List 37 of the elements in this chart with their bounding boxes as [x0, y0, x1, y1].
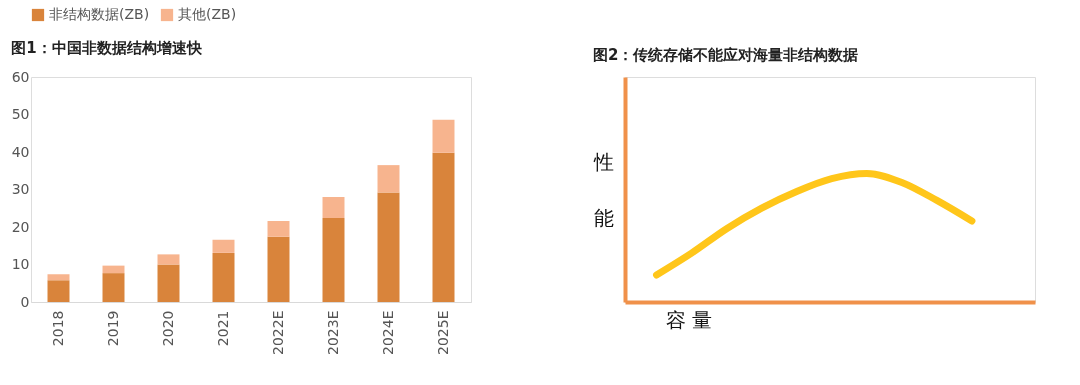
y-tick-label: 10 — [11, 256, 30, 272]
legend-label: 非结构数据(ZB) — [49, 6, 150, 22]
x-tick-label: 2024E — [379, 310, 396, 355]
chart-title: 图1：中国非数据结构增速快 — [11, 39, 203, 57]
y-tick-label: 40 — [11, 143, 30, 160]
chart-title: 图2：传统存储不能应对海量非结构数据 — [593, 46, 859, 64]
x-tick-label: 2022E — [269, 310, 286, 355]
bar — [212, 239, 235, 253]
y-tick-label: 60 — [11, 68, 30, 85]
legend-label: 其他(ZB) — [178, 6, 237, 22]
bar — [102, 265, 125, 274]
bar — [47, 280, 70, 302]
bar — [212, 252, 235, 302]
bar — [377, 165, 400, 193]
x-tick-label: 2018 — [49, 310, 66, 347]
bar — [102, 273, 125, 302]
bar — [47, 274, 70, 281]
y-tick-label: 20 — [11, 218, 30, 235]
bar — [322, 197, 345, 218]
bar — [157, 254, 180, 265]
y-tick-label: 50 — [11, 106, 30, 122]
x-tick-label: 2021 — [214, 310, 231, 347]
bar — [377, 192, 400, 302]
bar — [432, 152, 455, 302]
x-tick-label: 2020 — [159, 310, 176, 347]
bar — [267, 221, 290, 237]
bar — [267, 236, 290, 302]
x-axis-title: 容 量 — [665, 307, 712, 332]
bar — [157, 264, 180, 302]
y-tick-label: 30 — [11, 181, 30, 197]
text: 性能 — [593, 149, 614, 230]
bar — [432, 119, 455, 153]
x-tick-label: 2019 — [104, 310, 121, 347]
bar — [322, 218, 345, 302]
y-tick-label: 0 — [20, 293, 30, 310]
x-tick-label: 2023E — [324, 310, 341, 355]
x-tick-label: 2025E — [434, 310, 451, 355]
